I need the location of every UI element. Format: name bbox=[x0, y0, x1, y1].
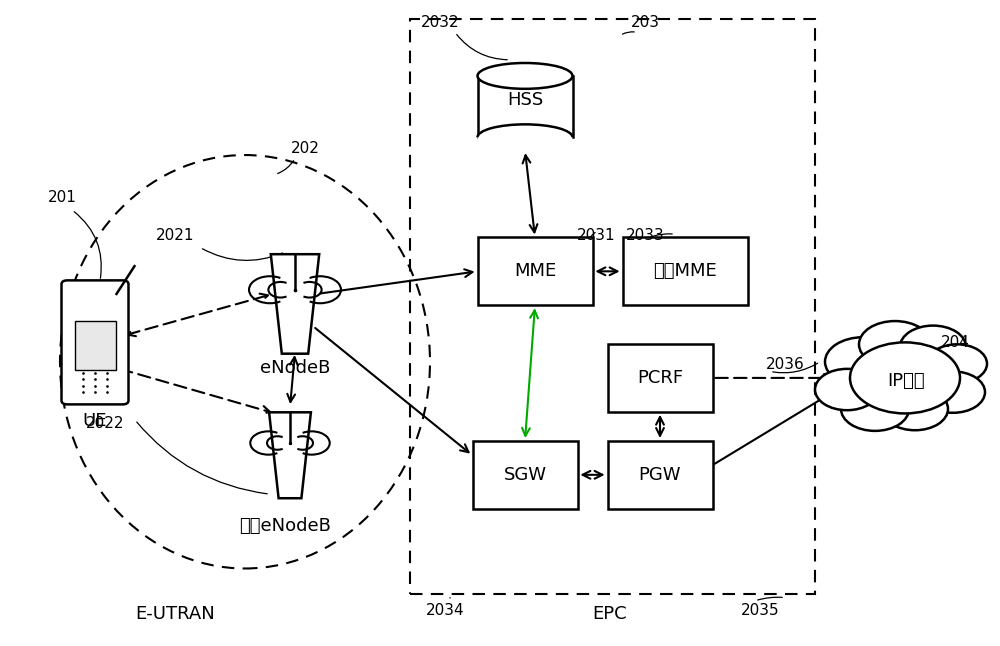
Circle shape bbox=[825, 337, 901, 386]
Text: 2022: 2022 bbox=[86, 415, 124, 431]
Text: 204: 204 bbox=[941, 335, 969, 350]
Text: 其它MME: 其它MME bbox=[653, 262, 717, 280]
Text: eNodeB: eNodeB bbox=[260, 359, 330, 377]
Text: MME: MME bbox=[514, 262, 556, 280]
Bar bbox=[473, 441, 578, 509]
Text: UE: UE bbox=[83, 412, 107, 430]
Circle shape bbox=[841, 387, 909, 431]
Circle shape bbox=[921, 371, 985, 413]
Text: 2033: 2033 bbox=[626, 228, 664, 244]
Circle shape bbox=[859, 321, 931, 368]
Text: E-UTRAN: E-UTRAN bbox=[135, 605, 215, 623]
Bar bbox=[622, 238, 748, 306]
Text: 202: 202 bbox=[291, 141, 319, 156]
Ellipse shape bbox=[478, 63, 572, 89]
Text: IP业务: IP业务 bbox=[887, 372, 925, 390]
Text: 2031: 2031 bbox=[577, 228, 615, 244]
Ellipse shape bbox=[478, 124, 572, 151]
Text: 2021: 2021 bbox=[156, 228, 194, 244]
Text: 2034: 2034 bbox=[426, 603, 464, 618]
Bar bbox=[478, 76, 572, 138]
Text: 其它eNodeB: 其它eNodeB bbox=[239, 517, 331, 536]
Text: PGW: PGW bbox=[639, 466, 681, 484]
Bar bbox=[608, 441, 712, 509]
FancyBboxPatch shape bbox=[62, 280, 128, 404]
Circle shape bbox=[850, 342, 960, 413]
Polygon shape bbox=[269, 412, 311, 498]
Bar bbox=[410, 19, 815, 594]
Text: SGW: SGW bbox=[504, 466, 546, 484]
Circle shape bbox=[815, 369, 879, 410]
Circle shape bbox=[900, 326, 966, 368]
Circle shape bbox=[882, 388, 948, 430]
Text: 2035: 2035 bbox=[741, 603, 779, 618]
Text: 201: 201 bbox=[48, 189, 76, 205]
Text: 203: 203 bbox=[631, 15, 660, 30]
Text: 2032: 2032 bbox=[421, 15, 459, 30]
Bar bbox=[478, 238, 592, 306]
Polygon shape bbox=[271, 254, 319, 354]
Text: EPC: EPC bbox=[593, 605, 627, 623]
Text: 2036: 2036 bbox=[766, 357, 804, 373]
Circle shape bbox=[927, 344, 987, 383]
Bar bbox=[75, 320, 116, 370]
Text: PCRF: PCRF bbox=[637, 369, 683, 387]
Text: HSS: HSS bbox=[507, 91, 543, 109]
Bar bbox=[608, 344, 712, 412]
